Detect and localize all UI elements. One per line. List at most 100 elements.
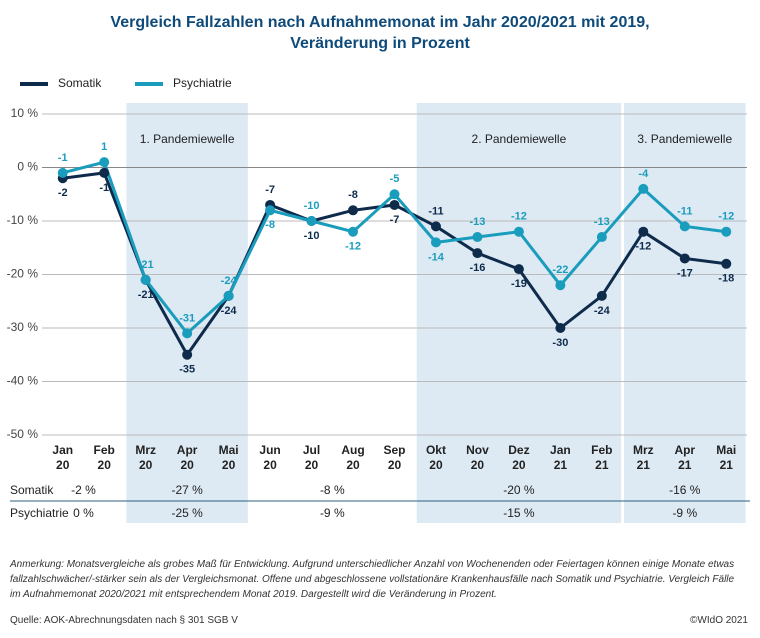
- y-tick-label: -30 %: [7, 320, 39, 334]
- y-tick-label: 10 %: [11, 106, 39, 120]
- data-point: [638, 226, 649, 237]
- chart-title: Vergleich Fallzahlen nach Aufnahmemonat …: [110, 14, 650, 52]
- data-point: [721, 258, 732, 269]
- data-label: -24: [594, 305, 611, 317]
- x-tick-label: Jan 21: [550, 443, 571, 472]
- data-label: -14: [428, 251, 445, 263]
- data-label: -16: [469, 262, 485, 274]
- x-tick-label: Jun 20: [259, 443, 281, 472]
- copyright: ©WIdO 2021: [690, 615, 748, 626]
- wave-band: [624, 103, 746, 523]
- data-label: -24: [221, 305, 238, 317]
- x-tick-label: Feb 21: [591, 443, 613, 472]
- data-point: [57, 167, 68, 178]
- source: Quelle: AOK-Abrechnungsdaten nach § 301 …: [10, 615, 238, 626]
- data-label: -21: [138, 259, 154, 271]
- data-label: -35: [179, 364, 195, 376]
- x-tick-label: Sep 20: [383, 443, 406, 472]
- summary-cell: -20 %: [503, 483, 535, 497]
- data-label: -21: [138, 289, 154, 301]
- x-tick-label: Jan 20: [52, 443, 74, 472]
- data-label: -30: [552, 337, 568, 349]
- data-label: -10: [304, 230, 320, 242]
- data-label: -8: [265, 219, 275, 231]
- data-point: [430, 237, 441, 248]
- summary-cell: -9 %: [320, 506, 345, 520]
- x-tick-label: Apr 20: [176, 443, 198, 472]
- y-tick-label: 0 %: [17, 160, 38, 174]
- data-label: -13: [594, 216, 610, 228]
- x-tick-label: Mrz 21: [632, 443, 654, 472]
- data-point: [182, 328, 193, 339]
- data-point: [555, 280, 566, 291]
- data-label: -22: [552, 264, 568, 276]
- data-point: [472, 232, 483, 243]
- data-label: -12: [511, 211, 527, 223]
- data-point: [679, 253, 690, 264]
- data-label: -2: [58, 187, 68, 199]
- data-point: [513, 264, 524, 275]
- data-point: [99, 167, 110, 178]
- summary-cell: 0 %: [73, 506, 94, 520]
- data-point: [513, 226, 524, 237]
- data-label: -5: [390, 173, 400, 185]
- data-label: -12: [718, 211, 734, 223]
- wave-band: [416, 103, 622, 523]
- data-label: -17: [677, 267, 693, 279]
- row-name: Somatik: [10, 483, 54, 497]
- wave-label: 1. Pandemiewelle: [140, 132, 235, 146]
- data-point: [679, 221, 690, 232]
- note: Anmerkung: Monatsvergleiche als grobes M…: [10, 559, 735, 600]
- data-point: [721, 226, 732, 237]
- summary-cell: -16 %: [669, 483, 701, 497]
- x-tick-label: Apr 21: [674, 443, 696, 472]
- data-label: -19: [511, 278, 527, 290]
- data-point: [265, 205, 276, 216]
- data-point: [638, 183, 649, 194]
- data-point: [306, 216, 317, 226]
- x-tick-label: Mrz 20: [135, 443, 156, 472]
- data-point: [596, 290, 607, 301]
- legend-label: Psychiatrie: [173, 76, 232, 90]
- x-tick-label: Nov 20: [466, 443, 489, 472]
- x-tick-label: Mai 21: [716, 443, 737, 472]
- data-label: -11: [677, 205, 692, 217]
- wave-band: [126, 103, 248, 523]
- data-point: [472, 248, 483, 259]
- data-point: [99, 157, 110, 168]
- data-point: [223, 290, 234, 301]
- data-label: -1: [58, 152, 68, 164]
- data-label: -13: [469, 216, 485, 228]
- data-label: -7: [390, 214, 400, 226]
- x-tick-label: Jul 20: [302, 443, 321, 472]
- legend-label: Somatik: [58, 76, 102, 90]
- data-point: [389, 199, 400, 210]
- summary-cell: -9 %: [672, 506, 697, 520]
- x-tick-label: Aug 20: [341, 443, 365, 472]
- data-label: -31: [179, 312, 195, 324]
- summary-cell: -25 %: [171, 506, 203, 520]
- data-label: -7: [265, 184, 275, 196]
- summary-cell: -27 %: [171, 483, 203, 497]
- summary-cell: -8 %: [320, 483, 345, 497]
- data-label: -18: [718, 273, 734, 285]
- data-point: [389, 189, 400, 200]
- data-point: [430, 221, 441, 232]
- data-label: -24: [221, 275, 238, 287]
- data-label: -11: [428, 205, 443, 217]
- data-point: [555, 323, 566, 333]
- data-point: [348, 205, 359, 216]
- x-tick-label: Mai 20: [218, 443, 239, 472]
- summary-cell: -2 %: [71, 483, 96, 497]
- data-label: -8: [348, 189, 358, 201]
- wave-label: 2. Pandemiewelle: [472, 132, 567, 146]
- y-tick-label: -10 %: [7, 213, 39, 227]
- x-tick-label: Okt 20: [425, 443, 446, 472]
- y-tick-label: -50 %: [7, 427, 39, 441]
- x-tick-label: Feb 20: [93, 443, 115, 472]
- y-tick-label: -20 %: [7, 267, 39, 281]
- data-point: [596, 232, 607, 243]
- data-label: -10: [304, 200, 320, 212]
